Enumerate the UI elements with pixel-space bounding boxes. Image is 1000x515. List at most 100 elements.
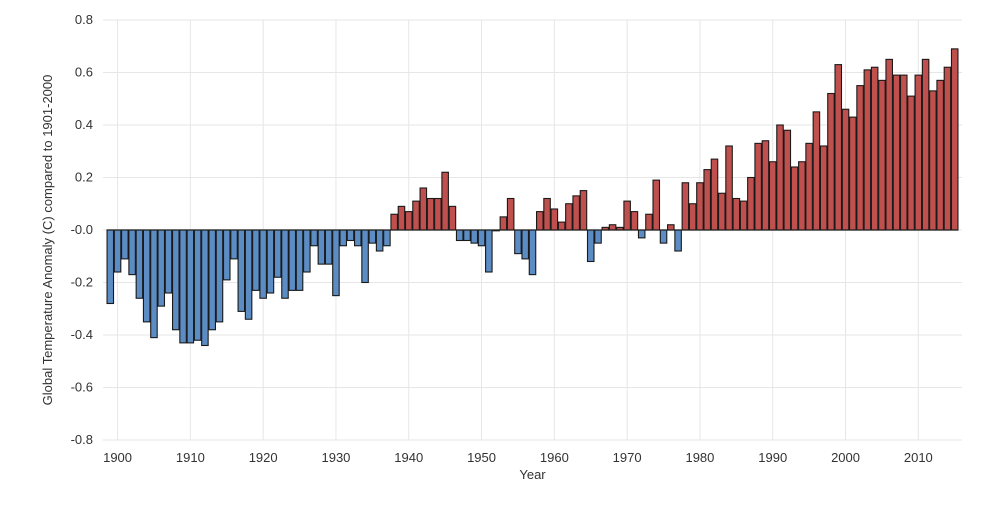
bar-1957 xyxy=(528,229,537,276)
bar-1924 xyxy=(288,229,297,291)
x-tick-label: 2010 xyxy=(904,450,933,465)
bar-1935 xyxy=(368,229,377,244)
bar-2011 xyxy=(921,58,930,231)
bar-1940 xyxy=(404,211,413,231)
bar-1942 xyxy=(419,187,428,231)
bar-1963 xyxy=(572,195,580,231)
bar-1991 xyxy=(776,124,784,231)
bar-1960 xyxy=(550,208,559,231)
bar-1998 xyxy=(827,92,835,231)
bar-1929 xyxy=(324,229,333,265)
bar-1964 xyxy=(579,190,588,231)
bar-1943 xyxy=(426,197,435,231)
y-tick-label: 0.8 xyxy=(75,12,93,27)
bar-1923 xyxy=(281,229,289,299)
bar-1915 xyxy=(222,229,231,281)
y-tick-label: -0.4 xyxy=(71,327,93,342)
y-tick-label: -0.6 xyxy=(71,380,93,395)
bar-1907 xyxy=(164,229,173,294)
bar-1933 xyxy=(353,229,362,247)
bar-1956 xyxy=(521,229,530,260)
bar-2007 xyxy=(892,74,901,231)
bar-1965 xyxy=(586,229,595,263)
bar-1918 xyxy=(244,229,253,320)
bar-1972 xyxy=(637,229,646,239)
bar-1945 xyxy=(441,171,449,231)
bar-1970 xyxy=(623,200,631,231)
y-tick-label: 0.2 xyxy=(75,170,93,185)
bar-1984 xyxy=(725,145,733,231)
bar-1902 xyxy=(128,229,136,276)
bar-1996 xyxy=(812,111,821,231)
bar-1910 xyxy=(186,229,195,344)
x-tick-label: 1980 xyxy=(685,450,714,465)
bar-1916 xyxy=(230,229,238,260)
bar-1948 xyxy=(463,229,471,242)
bar-1999 xyxy=(834,64,843,231)
bar-1997 xyxy=(819,145,828,231)
bar-1989 xyxy=(761,140,770,231)
bar-2006 xyxy=(885,58,893,231)
x-tick-label: 1970 xyxy=(613,450,642,465)
bar-1944 xyxy=(434,197,442,231)
bar-1905 xyxy=(150,229,158,339)
bar-1968 xyxy=(608,224,617,231)
bar-1980 xyxy=(696,182,704,231)
x-tick-label: 1920 xyxy=(249,450,278,465)
bar-2013 xyxy=(936,79,944,231)
x-tick-label: 2000 xyxy=(831,450,860,465)
bar-1901 xyxy=(121,229,129,260)
bar-1926 xyxy=(303,229,311,273)
bar-1975 xyxy=(659,229,668,244)
bar-1994 xyxy=(798,161,806,231)
bar-1992 xyxy=(783,129,792,231)
x-axis-title: Year xyxy=(519,467,546,482)
bar-1936 xyxy=(375,229,384,252)
bar-1995 xyxy=(805,142,813,231)
y-tick-label: -0.2 xyxy=(71,275,93,290)
bar-1974 xyxy=(652,179,661,231)
bar-1993 xyxy=(790,166,799,231)
bar-layer xyxy=(106,48,959,347)
bar-1954 xyxy=(506,197,515,231)
bar-1977 xyxy=(674,229,682,252)
bar-1934 xyxy=(361,229,369,284)
bar-2010 xyxy=(914,74,923,231)
bar-1958 xyxy=(535,211,544,231)
bar-1927 xyxy=(310,229,318,247)
bar-1928 xyxy=(317,229,326,265)
bar-1903 xyxy=(135,229,144,299)
bar-2004 xyxy=(870,66,879,231)
bar-1947 xyxy=(455,229,464,242)
bar-2009 xyxy=(907,95,915,231)
x-axis-ticks: 1900 1910 1920 1930 1940 1950 1960 1970 1980 1990… xyxy=(103,450,933,465)
bar-1946 xyxy=(448,205,457,231)
bar-1979 xyxy=(688,203,697,231)
bar-1976 xyxy=(667,224,675,231)
bar-1939 xyxy=(397,205,406,231)
bar-1981 xyxy=(703,169,712,231)
bar-1983 xyxy=(717,192,726,231)
bar-1966 xyxy=(594,229,602,244)
bar-2002 xyxy=(856,85,864,231)
bar-1922 xyxy=(273,229,282,278)
bar-1962 xyxy=(565,203,573,231)
bar-2015 xyxy=(950,48,959,231)
bar-1986 xyxy=(739,200,748,231)
bar-1931 xyxy=(339,229,348,247)
x-tick-label: 1950 xyxy=(467,450,496,465)
bar-1930 xyxy=(332,229,340,297)
y-tick-label: 0.4 xyxy=(75,117,93,132)
bar-1950 xyxy=(477,229,486,247)
x-tick-label: 1910 xyxy=(176,450,205,465)
x-tick-label: 1960 xyxy=(540,450,569,465)
bar-1906 xyxy=(157,229,166,307)
bar-1938 xyxy=(390,213,398,231)
bar-1904 xyxy=(142,229,151,323)
bar-2012 xyxy=(929,90,937,231)
bar-1908 xyxy=(172,229,180,331)
bar-1982 xyxy=(710,158,719,231)
y-axis-title: Global Temperature Anomaly (C) compared … xyxy=(40,75,55,406)
bar-1899 xyxy=(106,229,115,305)
